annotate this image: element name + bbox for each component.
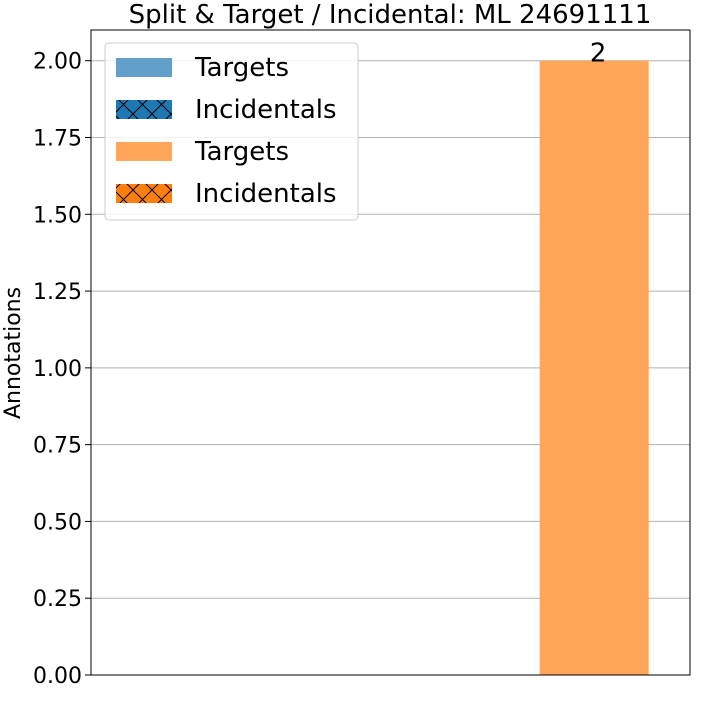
y-tick-label: 0.00 — [33, 664, 82, 689]
bars — [539, 60, 649, 675]
y-tick-label: 1.25 — [33, 280, 82, 305]
y-tick-label: 0.50 — [33, 510, 82, 535]
y-tick-label: 1.50 — [33, 203, 82, 228]
bar-targets-1 — [539, 60, 649, 675]
chart-title: Split & Target / Incidental: ML 24691111 — [129, 0, 652, 30]
y-tick-label: 2.00 — [33, 50, 82, 75]
y-tick-label: 1.75 — [33, 127, 82, 152]
legend-entry: Targets — [194, 53, 289, 83]
plot-frame — [90, 29, 691, 676]
legend-swatch — [116, 142, 172, 161]
y-tick-label: 0.75 — [33, 434, 82, 459]
legend-swatch — [116, 184, 172, 203]
legend-entry: Incidentals — [195, 95, 337, 125]
legend-swatch — [116, 58, 172, 77]
y-tick-label: 1.00 — [33, 357, 82, 382]
y-axis: 0.00 0.25 0.50 0.75 1.00 1.25 1.50 1.75 2.00 — [33, 50, 91, 689]
legend-entry: Incidentals — [195, 179, 337, 209]
data-labels: 2 — [590, 39, 607, 69]
y-tick-label: 0.25 — [33, 587, 82, 612]
legend-entry: Targets — [194, 137, 289, 167]
legend-swatch — [116, 100, 172, 119]
y-axis-label: Annotations — [1, 287, 26, 419]
data-label: 2 — [590, 39, 607, 69]
legend: Targets Incidentals Targets Incidentals — [104, 42, 359, 221]
legend-box — [104, 42, 359, 221]
